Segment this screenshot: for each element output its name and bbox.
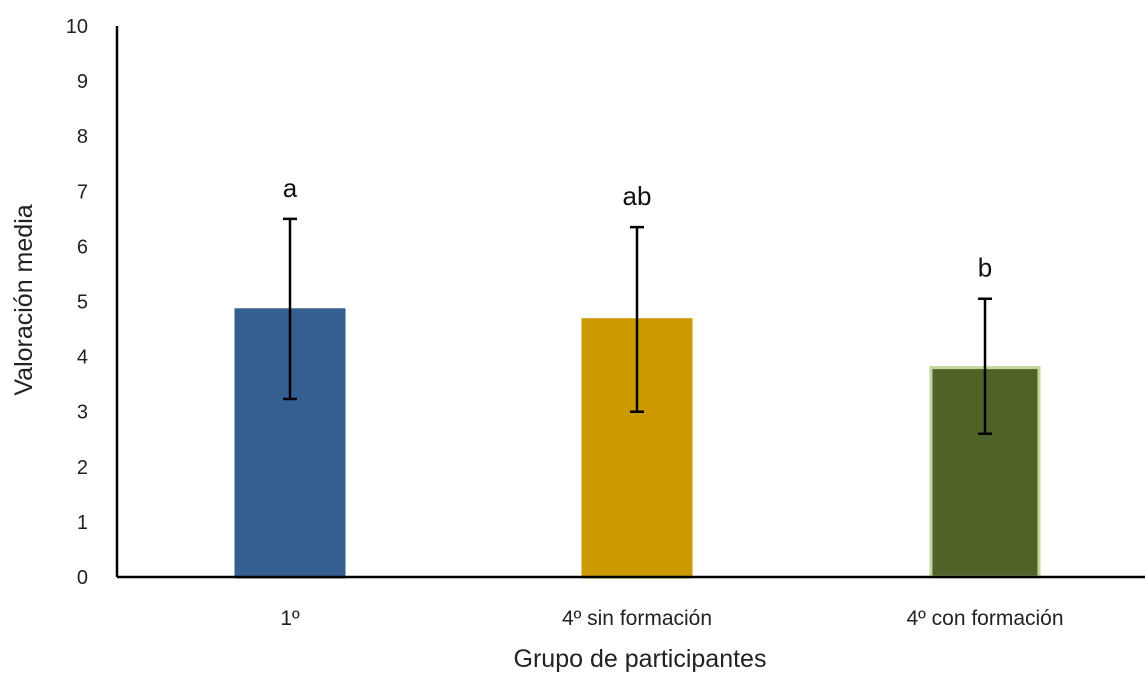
y-tick-label: 3 [77,402,88,424]
y-tick-label: 9 [77,71,88,93]
y-tick-label: 8 [77,126,88,148]
x-category-label: 4º sin formación [562,607,712,630]
significance-label: a [283,173,298,203]
error-bar [630,225,644,413]
x-axis-title: Grupo de participantes [514,645,767,673]
y-axis-ticks: 0 1 2 3 4 5 6 7 8 9 10 [66,16,88,589]
y-tick-label: 4 [77,347,88,369]
y-tick-label: 5 [77,292,88,314]
x-axis-categories: 1º 4º sin formación 4º con formación [280,607,1063,630]
significance-labels: a ab b [283,173,992,283]
y-tick-label: 7 [77,181,88,203]
y-axis-title: Valoración media [10,204,38,395]
y-tick-label: 0 [77,567,88,589]
significance-label: b [978,253,992,283]
y-tick-label: 10 [66,16,88,38]
x-category-label: 1º [280,607,300,630]
error-bar [283,217,297,401]
significance-label: ab [623,181,652,211]
y-tick-label: 1 [77,512,88,534]
error-bar [978,297,992,435]
x-category-label: 4º con formación [906,607,1063,630]
y-tick-label: 2 [77,457,88,479]
error-bars [283,217,992,435]
y-tick-label: 6 [77,236,88,258]
